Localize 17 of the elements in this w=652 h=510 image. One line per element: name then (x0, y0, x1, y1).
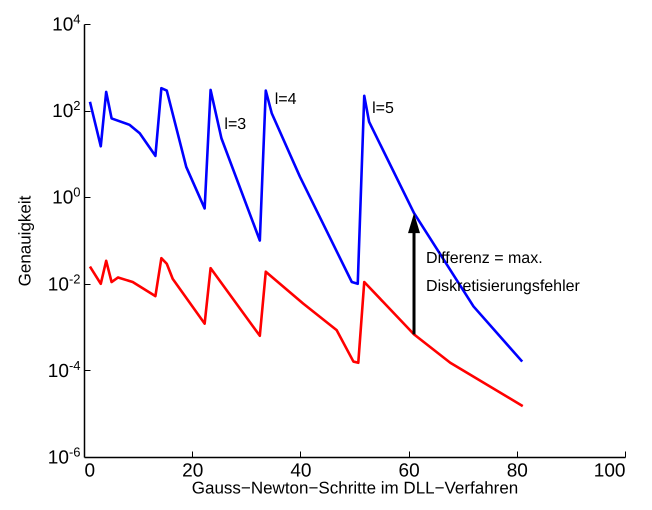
x-tick-label: 60 (398, 460, 420, 482)
y-axis-title: Genauigkeit (16, 195, 34, 286)
x-axis-title: Gauss−Newton−Schritte im DLL−Verfahren (192, 478, 518, 498)
x-tick-label: 100 (594, 460, 626, 482)
annotation: l=3 (224, 116, 246, 134)
y-tick-label: 10$^{4}$ (52, 11, 80, 36)
y-tick-label: 10$^{-4}$ (48, 357, 80, 382)
annotation: l=4 (274, 91, 297, 108)
x-tick-label: 40 (290, 460, 312, 482)
y-tick-label: 10$^{-6}$ (48, 444, 80, 468)
x-tick-label: 20 (182, 460, 204, 482)
y-tick-label: 10$^{0}$ (52, 184, 80, 209)
x-tick-label: 0 (84, 460, 96, 482)
x-tick-label: 80 (506, 460, 528, 482)
y-tick-label: 10$^{-2}$ (48, 270, 80, 296)
y-tick-label: 10$^{2}$ (52, 98, 80, 122)
annotation: l=5 (372, 100, 394, 117)
